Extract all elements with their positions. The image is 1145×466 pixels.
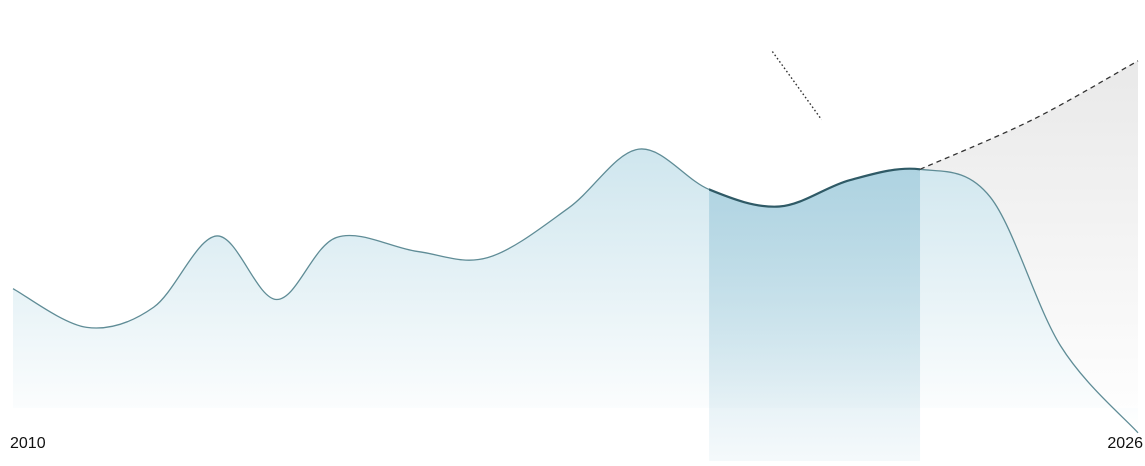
x-tick-label-start: 2010: [10, 435, 46, 452]
annotation-leader: [771, 51, 823, 121]
x-tick-label-end: 2026: [1107, 435, 1143, 452]
projection-area: [920, 60, 1138, 433]
observed-line: [12, 148, 1139, 434]
observed-area: [13, 148, 1138, 433]
highlight-band: [709, 148, 921, 461]
projection-line: [919, 60, 1139, 170]
